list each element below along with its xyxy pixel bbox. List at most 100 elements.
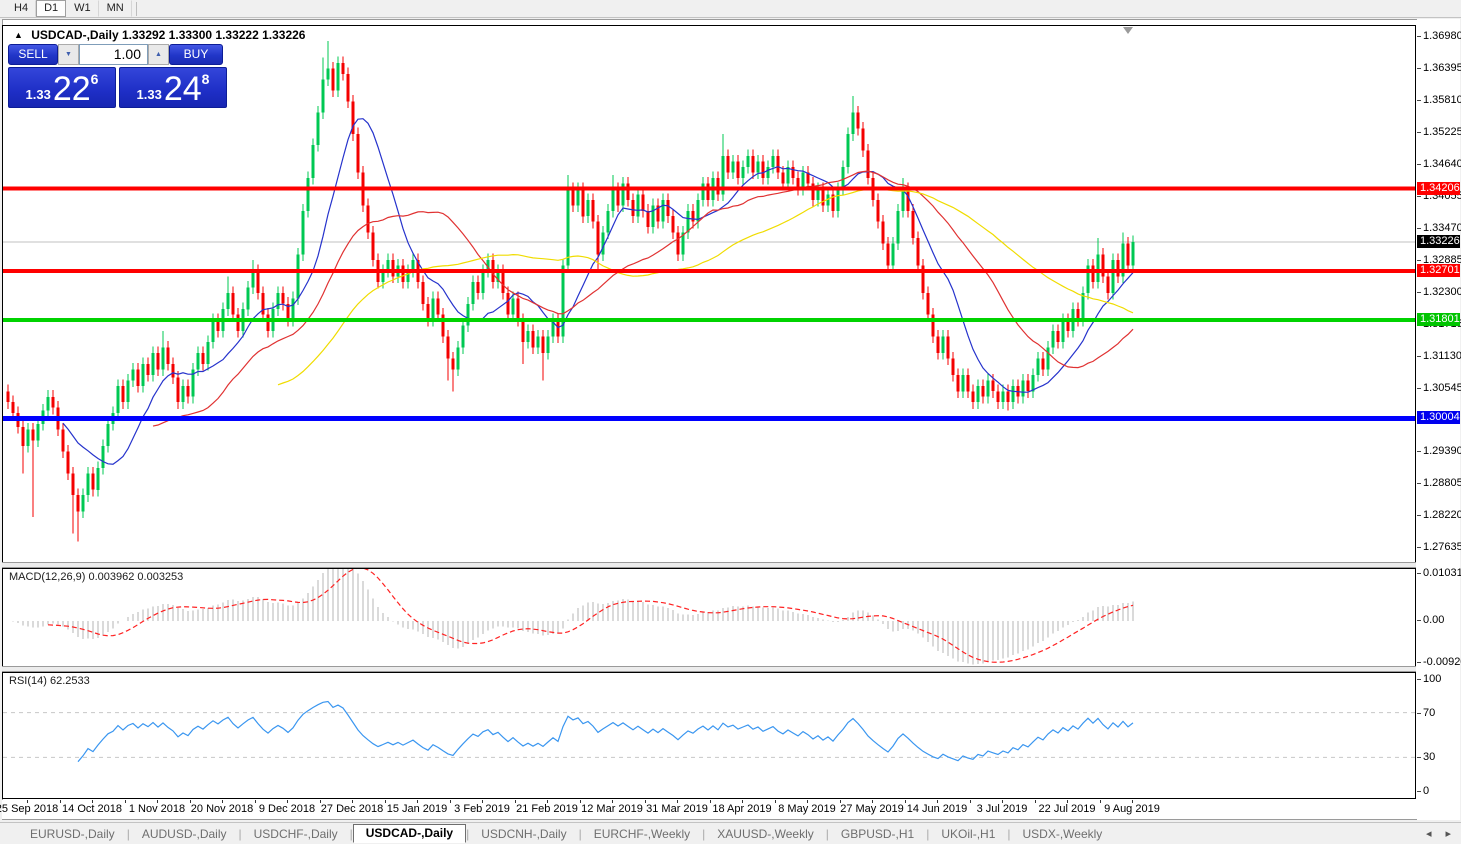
buy-button[interactable]: BUY	[169, 44, 223, 65]
price-level-badge-131801: 1.31801	[1417, 313, 1460, 327]
price-chart-canvas[interactable]	[3, 26, 1415, 562]
chart-tab-xauusdweekly[interactable]: XAUUSD-,Weekly	[717, 826, 814, 841]
time-axis-tick	[904, 800, 906, 803]
macd-axis-label: 0.010311	[1423, 567, 1461, 579]
time-axis-tick	[872, 800, 873, 803]
timeframe-button-w1[interactable]: W1	[66, 0, 99, 17]
axis-tick	[1417, 35, 1421, 37]
time-axis-label: 12 Mar 2019	[581, 803, 643, 815]
price-axis-label: 1.34640	[1423, 157, 1461, 170]
time-axis-tick	[124, 800, 126, 803]
timeframe-toolbar: H4 D1 W1 MN	[0, 0, 1461, 18]
chart-tab-bar: EURUSD-,Daily | AUDUSD-,Daily | USDCHF-,Dail…	[0, 822, 1461, 844]
price-chart-pane[interactable]	[2, 25, 1416, 563]
volume-decrease-button[interactable]: ▼	[58, 44, 79, 65]
pane-splitter[interactable]	[2, 562, 1416, 568]
candles-layer[interactable]	[6, 41, 1135, 542]
chart-tab-eurchfweekly[interactable]: EURCHF-,Weekly	[593, 826, 691, 841]
macd-signal-line	[47, 569, 1134, 663]
ohlc-values: 1.33292 1.33300 1.33222 1.33226	[121, 28, 306, 42]
macd-canvas[interactable]	[3, 569, 1415, 666]
tab-scroll-left-icon[interactable]: ◂	[1425, 828, 1432, 840]
time-axis-tick	[547, 800, 548, 803]
time-axis-tick	[157, 800, 158, 803]
volume-increase-button[interactable]: ▲	[148, 44, 169, 65]
horizontal-level-lines[interactable]	[3, 186, 1415, 421]
axis-tick	[1417, 483, 1421, 484]
axis-tick	[1417, 620, 1421, 621]
price-axis-label: 1.32885	[1423, 253, 1461, 266]
sell-price-pip: 6	[90, 71, 99, 87]
time-axis-tick	[514, 800, 516, 803]
price-axis-label: 1.28220	[1423, 509, 1461, 521]
price-level-badge-130004: 1.30004	[1417, 411, 1460, 425]
macd-axis-label: -0.009203	[1423, 655, 1461, 668]
chart-shift-marker-icon[interactable]	[1123, 27, 1133, 34]
axis-tick	[1417, 99, 1421, 101]
chart-tab-usdxweekly[interactable]: USDX-,Weekly	[1022, 826, 1103, 841]
chart-title: ▲ USDCAD-,Daily 1.33292 1.33300 1.33222 …	[14, 28, 305, 42]
ma-line-12	[62, 118, 1134, 465]
sell-quote[interactable]: 1.33 22 6	[8, 67, 116, 108]
axis-tick	[1417, 259, 1421, 261]
axis-tick	[1417, 791, 1421, 792]
axis-tick	[1417, 227, 1421, 229]
time-axis-tick	[807, 800, 808, 803]
axis-tick	[1417, 547, 1421, 548]
buy-quote[interactable]: 1.33 24 8	[119, 67, 227, 108]
price-axis-label: 1.32300	[1423, 285, 1461, 298]
axis-tick	[1417, 355, 1421, 357]
time-axis-label: 18 Apr 2019	[712, 803, 772, 815]
axis-tick	[1417, 195, 1421, 197]
chart-tab-eurusddaily[interactable]: EURUSD-,Daily	[30, 826, 115, 841]
buy-price-big: 24	[163, 70, 202, 108]
timeframe-button-d1[interactable]: D1	[36, 0, 67, 17]
time-axis[interactable]: 25 Sep 2018 14 Oct 2018 1 Nov 2018 20 Nov 2…	[0, 800, 1416, 819]
price-axis[interactable]: 1.36980 1.36395 1.35810 1.35225 1.34640 1.340…	[1417, 19, 1461, 820]
time-axis-label: 14 Oct 2018	[62, 803, 122, 815]
axis-tick	[1417, 573, 1421, 574]
axis-tick	[1417, 387, 1421, 389]
rsi-indicator-pane[interactable]: RSI(14) 62.2533	[2, 672, 1416, 799]
rsi-canvas[interactable]	[3, 673, 1415, 798]
sell-button[interactable]: SELL	[8, 44, 58, 65]
price-axis-label: 1.27635	[1423, 541, 1461, 553]
price-level-badge-132701: 1.32701	[1417, 263, 1460, 277]
time-axis-tick	[254, 800, 256, 803]
time-axis-tick	[352, 800, 353, 803]
chart-tab-ukoilh1[interactable]: UKOil-,H1	[941, 826, 996, 841]
sell-price-base: 1.33	[25, 87, 51, 102]
volume-input[interactable]: 1.00	[79, 44, 148, 65]
sell-price-big: 22	[52, 70, 91, 108]
chart-tab-usdcaddaily[interactable]: USDCAD-,Daily	[352, 824, 467, 843]
price-axis-label: 1.30545	[1423, 381, 1461, 394]
time-axis-tick	[417, 800, 418, 803]
chart-tab-audusddaily[interactable]: AUDUSD-,Daily	[141, 826, 227, 841]
time-axis-label: 1 Nov 2018	[128, 803, 186, 815]
toolbar-separator	[135, 1, 137, 16]
price-level-badge-134206: 1.34206	[1417, 181, 1460, 195]
macd-indicator-pane[interactable]: MACD(12,26,9) 0.003962 0.003253	[2, 568, 1416, 667]
axis-tick	[1417, 131, 1421, 133]
time-axis-label: 21 Feb 2019	[516, 803, 578, 815]
axis-tick	[1417, 515, 1421, 516]
pane-splitter[interactable]	[2, 666, 1416, 672]
price-axis-label: 1.28805	[1423, 477, 1461, 489]
timeframe-button-h4[interactable]: H4	[6, 0, 37, 17]
time-axis-tick	[1067, 800, 1068, 803]
buy-price-base: 1.33	[136, 87, 162, 102]
timeframe-button-mn[interactable]: MN	[99, 0, 132, 17]
chart-tab-gbpusdh1[interactable]: GBPUSD-,H1	[840, 826, 915, 841]
time-axis-label: 8 May 2019	[778, 803, 836, 815]
time-axis-label: 9 Aug 2019	[1104, 803, 1160, 815]
macd-histogram	[12, 569, 1134, 665]
time-axis-tick	[319, 800, 321, 803]
time-axis-tick	[774, 800, 776, 803]
time-axis-label: 14 Jun 2019	[906, 803, 968, 815]
price-axis-label: 1.35225	[1423, 125, 1461, 138]
time-axis-tick	[27, 800, 28, 803]
time-axis-tick	[92, 800, 93, 803]
chart-tab-usdchfdaily[interactable]: USDCHF-,Daily	[253, 826, 338, 841]
tab-scroll-right-icon[interactable]: ▸	[1445, 828, 1451, 840]
chart-tab-usdcnhdaily[interactable]: USDCNH-,Daily	[481, 826, 567, 841]
